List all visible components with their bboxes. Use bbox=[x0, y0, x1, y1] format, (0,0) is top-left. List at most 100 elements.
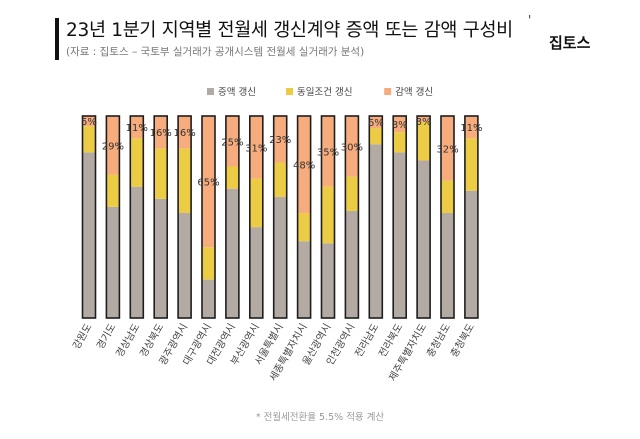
data-label-7: 31% bbox=[245, 143, 267, 154]
title-mark: ' bbox=[528, 13, 532, 27]
bar-segment-1-14 bbox=[417, 122, 431, 161]
bar-segment-0-16 bbox=[464, 190, 478, 318]
bar-outline-7 bbox=[249, 115, 264, 319]
bar-outline-3 bbox=[153, 115, 168, 319]
bar-segment-2-0 bbox=[82, 116, 96, 127]
bar-segment-0-13 bbox=[393, 152, 407, 318]
bar-outline-13 bbox=[392, 115, 408, 319]
bar-outline-0 bbox=[81, 115, 97, 319]
bar-segment-0-12 bbox=[369, 144, 383, 318]
data-label-6: 25% bbox=[221, 137, 243, 148]
category-label-0: 강원도 bbox=[70, 322, 94, 352]
bar-segment-0-5 bbox=[202, 279, 215, 318]
bar-segment-2-7 bbox=[249, 116, 263, 179]
legend-label-0: 증액 갱신 bbox=[218, 86, 256, 98]
bar-outline-4 bbox=[177, 115, 192, 319]
bar-segment-0-11 bbox=[345, 210, 359, 318]
data-label-14: 3% bbox=[416, 117, 432, 128]
legend-swatch-0 bbox=[207, 88, 214, 95]
bar-segment-0-10 bbox=[321, 243, 335, 318]
bar-segment-0-14 bbox=[417, 160, 431, 318]
data-label-4: 16% bbox=[173, 128, 195, 139]
bar-segment-2-1 bbox=[106, 116, 120, 175]
bar-segment-0-9 bbox=[297, 241, 311, 318]
data-label-12: 6% bbox=[368, 118, 384, 129]
bar-segment-0-6 bbox=[225, 188, 239, 318]
data-label-16: 11% bbox=[460, 123, 482, 134]
bar-segment-1-5 bbox=[202, 247, 215, 280]
legend-swatch-2 bbox=[384, 88, 392, 95]
bar-outline-8 bbox=[272, 115, 288, 319]
bar-segment-1-3 bbox=[154, 148, 168, 199]
legend-label-2: 감액 갱신 bbox=[395, 86, 433, 98]
data-label-15: 32% bbox=[436, 144, 458, 155]
bar-segment-0-2 bbox=[130, 186, 144, 318]
footnote: * 전월세전환율 5.5% 적용 계산 bbox=[255, 412, 385, 423]
data-label-13: 8% bbox=[392, 120, 408, 131]
bar-segment-1-9 bbox=[297, 212, 311, 242]
chart-subtitle: (자료 : 집토스 – 국토부 실거래가 공개시스템 전월세 실거래가 분석) bbox=[66, 46, 365, 58]
bar-outline-6 bbox=[225, 115, 240, 319]
bar-segment-2-8 bbox=[273, 116, 287, 163]
legend-label-1: 동일조건 갱신 bbox=[297, 87, 352, 98]
bar-segment-1-15 bbox=[441, 180, 454, 213]
bar-segment-1-8 bbox=[273, 162, 287, 197]
data-label-11: 30% bbox=[341, 142, 363, 153]
bar-segment-1-11 bbox=[345, 176, 359, 211]
bar-outline-9 bbox=[296, 115, 312, 319]
bar-segment-1-4 bbox=[178, 148, 192, 213]
bar-segment-1-16 bbox=[464, 138, 478, 191]
bar-segment-1-10 bbox=[321, 186, 335, 244]
bar-segment-2-4 bbox=[178, 116, 192, 149]
bar-segment-1-0 bbox=[82, 126, 96, 153]
bar-segment-2-6 bbox=[225, 116, 239, 167]
category-label-1: 경기도 bbox=[93, 321, 118, 351]
bar-segment-1-1 bbox=[106, 174, 120, 207]
bar-segment-0-1 bbox=[106, 206, 120, 318]
bar-segment-1-13 bbox=[393, 132, 407, 153]
bar-outline-5 bbox=[201, 115, 216, 319]
bar-outline-14 bbox=[416, 115, 431, 319]
bar-segment-0-4 bbox=[178, 212, 192, 318]
bar-segment-2-3 bbox=[154, 116, 168, 149]
brand-logo: 집토스 bbox=[549, 34, 591, 52]
title-accent-bar bbox=[55, 18, 59, 60]
bar-outline-16 bbox=[464, 115, 479, 319]
chart-title: 23년 1분기 지역별 전월세 갱신계약 증액 또는 감액 구성비 bbox=[66, 20, 513, 41]
data-label-3: 16% bbox=[150, 128, 172, 139]
legend-swatch-1 bbox=[286, 88, 293, 95]
bar-segment-0-3 bbox=[154, 198, 168, 318]
bar-outline-11 bbox=[344, 115, 360, 319]
bar-segment-0-7 bbox=[249, 227, 263, 318]
data-label-9: 48% bbox=[293, 160, 315, 171]
data-label-1: 29% bbox=[102, 141, 124, 152]
data-label-5: 65% bbox=[197, 178, 219, 189]
bar-segment-1-7 bbox=[249, 178, 263, 228]
bar-segment-1-2 bbox=[130, 138, 144, 187]
bar-segment-2-16 bbox=[464, 116, 478, 139]
data-label-8: 23% bbox=[269, 135, 291, 146]
bar-segment-2-13 bbox=[393, 116, 407, 133]
bar-segment-2-14 bbox=[417, 116, 431, 123]
bar-segment-0-15 bbox=[441, 212, 454, 318]
bar-outline-10 bbox=[320, 115, 336, 319]
data-label-10: 35% bbox=[317, 147, 339, 158]
bar-segment-0-8 bbox=[273, 196, 287, 318]
bar-segment-2-15 bbox=[441, 116, 454, 181]
bar-outline-1 bbox=[105, 115, 121, 319]
bar-outline-12 bbox=[368, 115, 384, 319]
bar-segment-2-10 bbox=[321, 116, 335, 187]
data-label-2: 11% bbox=[126, 123, 148, 134]
bar-segment-2-12 bbox=[369, 116, 383, 129]
bar-outline-15 bbox=[440, 115, 455, 319]
bar-segment-2-2 bbox=[130, 116, 144, 139]
data-label-0: 5% bbox=[81, 117, 97, 128]
bar-segment-2-9 bbox=[297, 116, 311, 213]
bar-segment-2-5 bbox=[202, 116, 215, 248]
bar-segment-0-0 bbox=[82, 152, 96, 318]
bar-outline-2 bbox=[129, 115, 145, 319]
bar-segment-1-6 bbox=[225, 166, 239, 189]
bar-segment-2-11 bbox=[345, 116, 359, 177]
bar-segment-1-12 bbox=[369, 128, 383, 145]
